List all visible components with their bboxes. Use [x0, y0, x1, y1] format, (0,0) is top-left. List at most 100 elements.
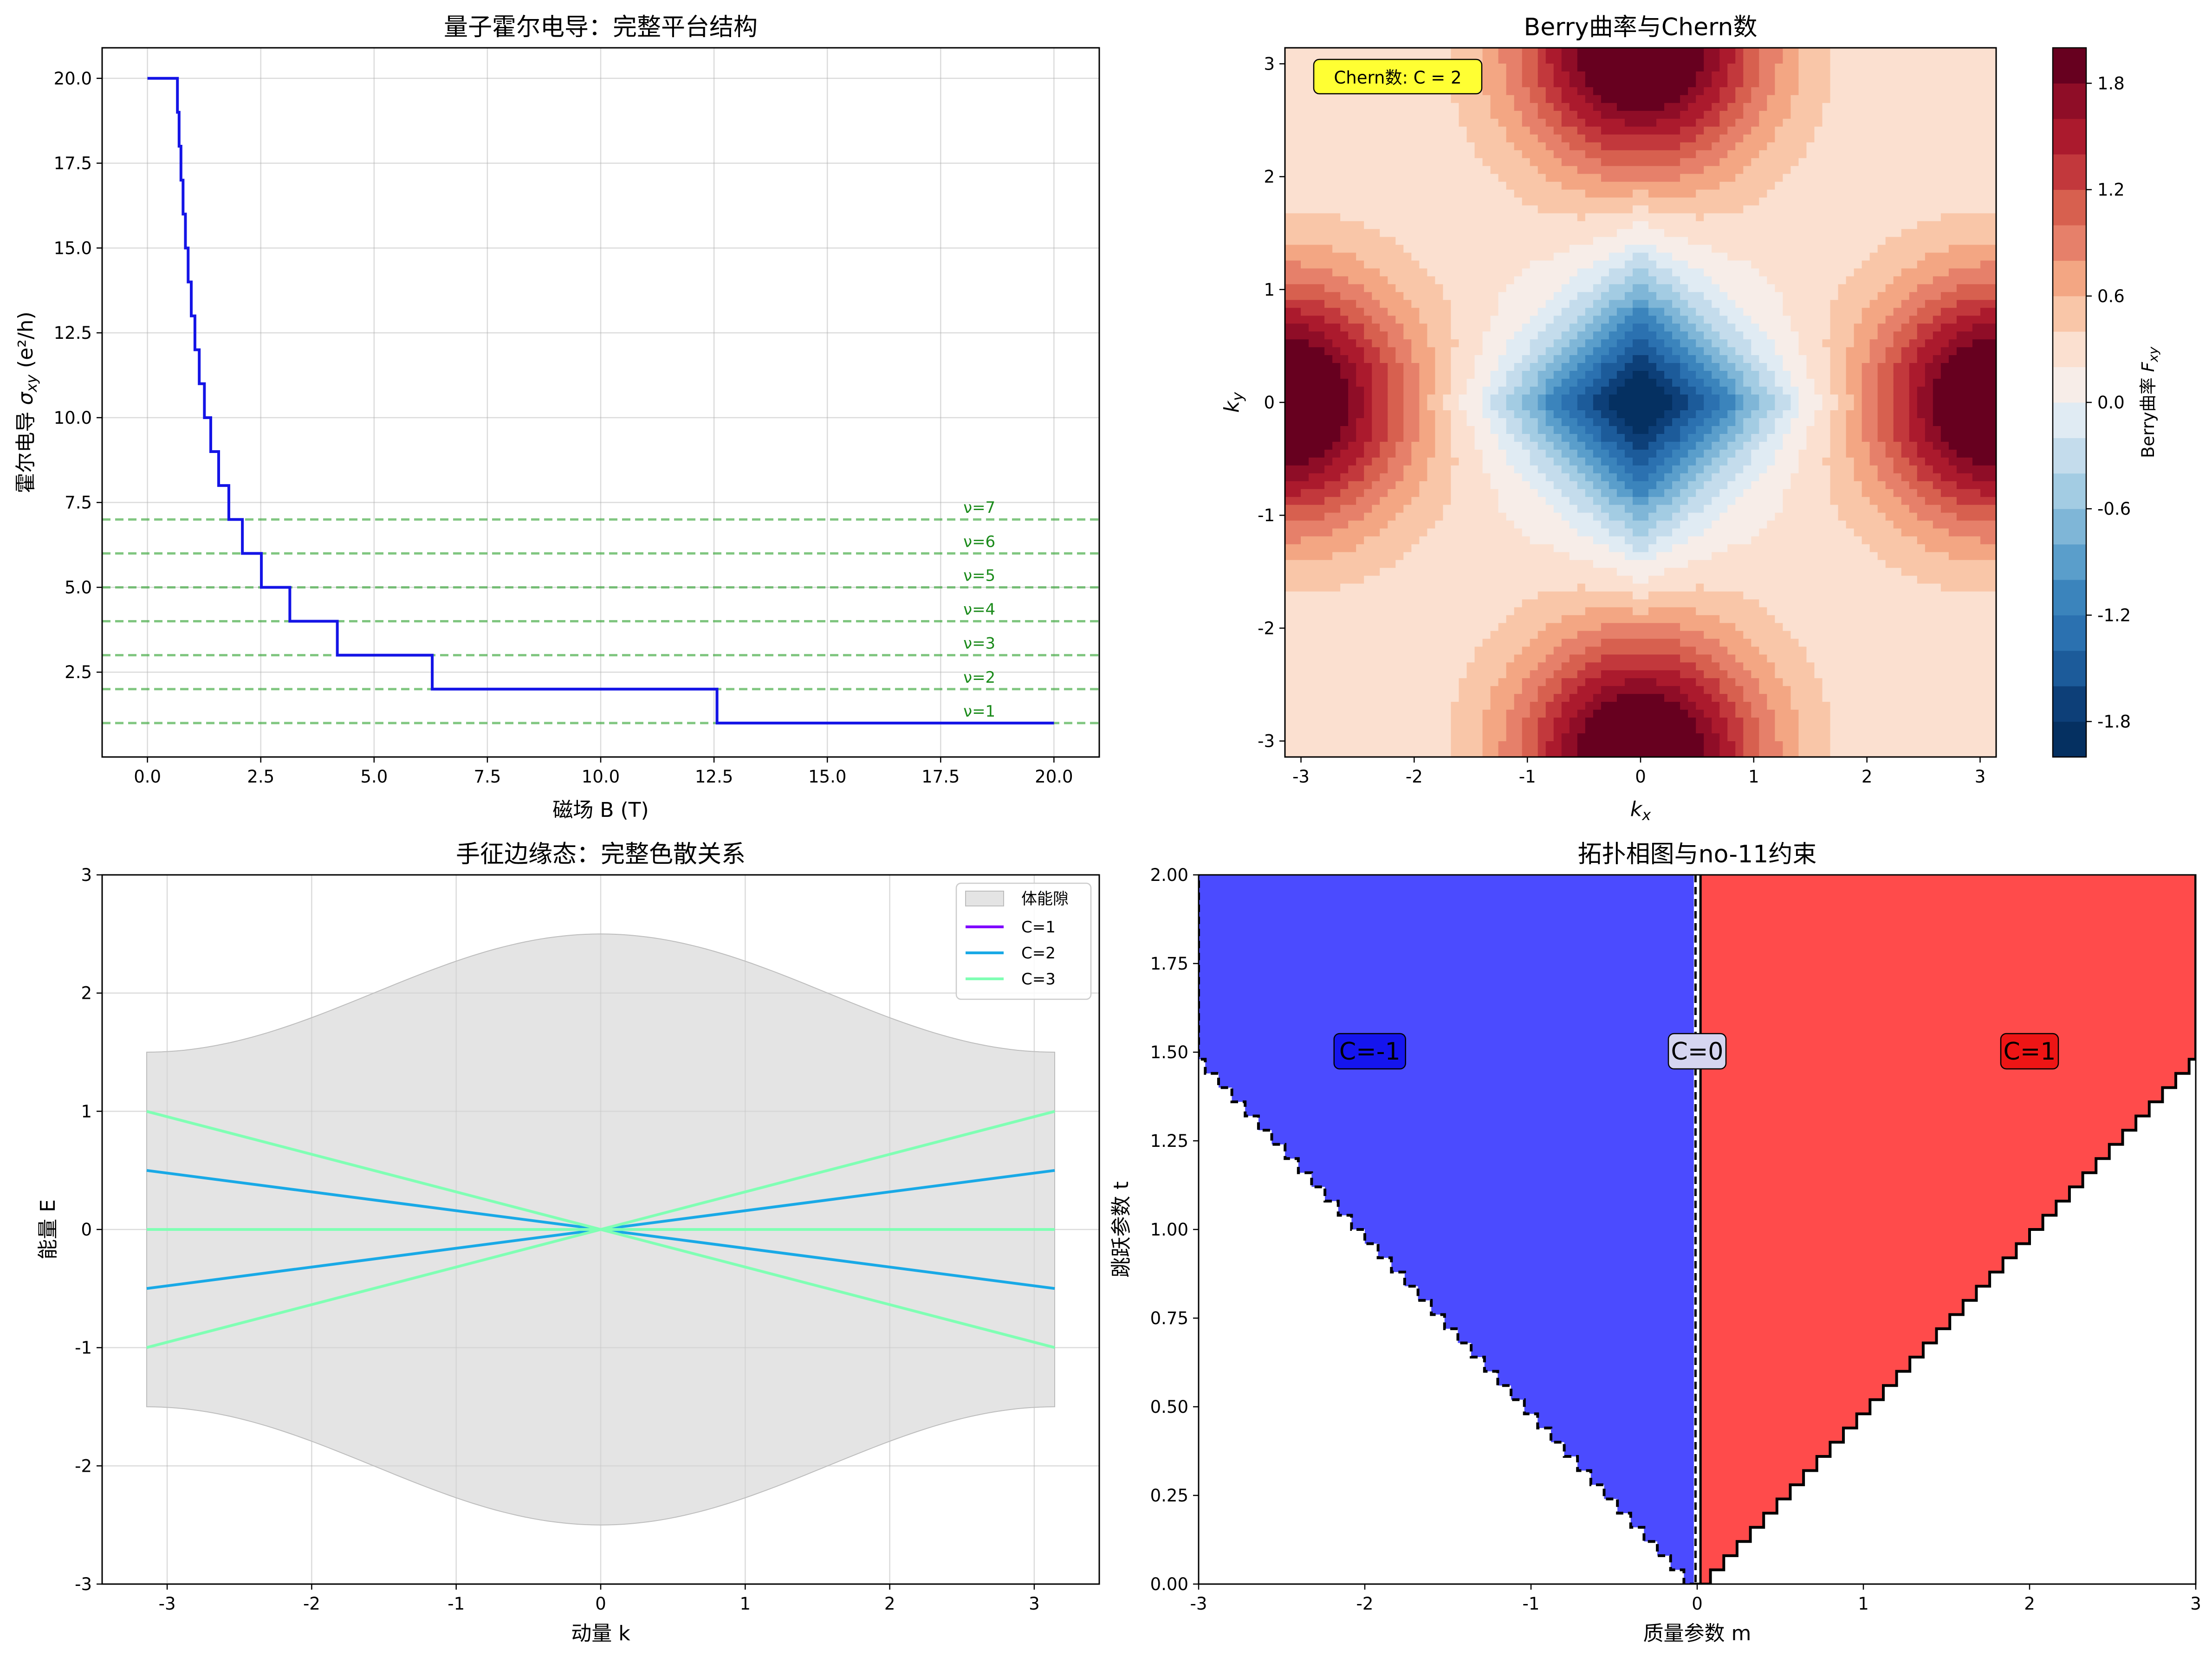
berry-cell — [1293, 591, 1301, 600]
berry-cell — [1553, 544, 1562, 553]
berry-cell — [1561, 63, 1570, 72]
berry-cell — [1324, 181, 1333, 190]
berry-cell — [1451, 150, 1460, 159]
berry-cell — [1648, 48, 1657, 56]
berry-cell — [1545, 221, 1554, 230]
berry-cell — [1324, 599, 1333, 608]
berry-cell — [1380, 433, 1388, 442]
berry-cell — [1285, 158, 1293, 167]
reference-label: ν=6 — [963, 532, 995, 551]
berry-cell — [1388, 607, 1396, 616]
berry-cell — [1459, 142, 1467, 151]
berry-cell — [1443, 583, 1452, 592]
berry-cell — [1474, 237, 1483, 246]
berry-cell — [1641, 670, 1649, 679]
berry-cell — [1411, 725, 1420, 734]
berry-cell — [1553, 213, 1562, 222]
berry-cell — [1348, 560, 1356, 569]
berry-cell — [1459, 379, 1467, 387]
berry-cell — [1419, 410, 1428, 419]
berry-cell — [1388, 639, 1396, 647]
berry-cell — [1664, 465, 1673, 474]
berry-cell — [1624, 347, 1633, 356]
berry-cell — [1340, 599, 1349, 608]
berry-cell — [1372, 465, 1381, 474]
berry-cell — [1656, 725, 1665, 734]
berry-cell — [1340, 489, 1349, 498]
berry-cell — [1696, 418, 1704, 427]
berry-cell — [1696, 103, 1704, 111]
berry-cell — [1309, 749, 1317, 757]
berry-cell — [1474, 670, 1483, 679]
berry-cell — [1609, 158, 1617, 167]
berry-cell — [1380, 110, 1388, 119]
berry-cell — [1616, 512, 1625, 521]
berry-cell — [1324, 213, 1333, 222]
berry-cell — [1388, 347, 1396, 356]
berry-cell — [1530, 260, 1538, 269]
berry-cell — [1490, 473, 1499, 482]
berry-cell — [1380, 308, 1388, 317]
berry-cell — [1585, 497, 1594, 505]
berry-cell — [1641, 229, 1649, 238]
berry-cell — [1688, 678, 1696, 686]
berry-cell — [1569, 552, 1578, 561]
berry-cell — [1348, 221, 1356, 230]
berry-cell — [1656, 229, 1665, 238]
berry-cell — [1340, 654, 1349, 663]
berry-cell — [1482, 110, 1491, 119]
berry-cell — [1616, 481, 1625, 490]
berry-cell — [1474, 347, 1483, 356]
berry-cell — [1609, 489, 1617, 498]
berry-cell — [1530, 197, 1538, 206]
berry-cell — [1435, 363, 1444, 371]
berry-cell — [1364, 631, 1373, 640]
berry-cell — [1545, 284, 1554, 293]
berry-cell — [1403, 465, 1412, 474]
berry-cell — [1530, 110, 1538, 119]
berry-cell — [1301, 300, 1309, 309]
berry-cell — [1356, 639, 1365, 647]
berry-cell — [1585, 308, 1594, 317]
berry-cell — [1482, 560, 1491, 569]
berry-cell — [1419, 631, 1428, 640]
berry-cell — [1561, 110, 1570, 119]
berry-cell — [1364, 560, 1373, 569]
berry-cell — [1569, 718, 1578, 726]
berry-cell — [1380, 465, 1388, 474]
berry-cell — [1309, 331, 1317, 340]
berry-cell — [1411, 252, 1420, 261]
berry-cell — [1514, 110, 1523, 119]
berry-cell — [1601, 71, 1609, 80]
berry-cell — [1388, 363, 1396, 371]
berry-cell — [1380, 662, 1388, 671]
berry-cell — [1569, 363, 1578, 371]
berry-cell — [1427, 512, 1436, 521]
berry-cell — [1537, 678, 1546, 686]
berry-cell — [1593, 678, 1602, 686]
berry-cell — [1490, 150, 1499, 159]
berry-cell — [1553, 670, 1562, 679]
berry-cell — [1537, 654, 1546, 663]
berry-cell — [1632, 276, 1641, 285]
berry-cell — [1435, 639, 1444, 647]
berry-cell — [1506, 221, 1515, 230]
berry-cell — [1672, 245, 1680, 253]
berry-cell — [1656, 647, 1665, 655]
berry-cell — [1411, 118, 1420, 127]
berry-cell — [1340, 528, 1349, 537]
berry-cell — [1609, 174, 1617, 182]
berry-cell — [1601, 426, 1609, 434]
berry-cell — [1712, 387, 1720, 395]
berry-cell — [1593, 229, 1602, 238]
berry-cell — [1624, 371, 1633, 379]
berry-cell — [1317, 110, 1325, 119]
berry-cell — [1324, 323, 1333, 332]
berry-cell — [1301, 260, 1309, 269]
berry-cell — [1656, 268, 1665, 277]
berry-cell — [1451, 654, 1460, 663]
berry-cell — [1506, 670, 1515, 679]
berry-cell — [1443, 229, 1452, 238]
berry-cell — [1609, 395, 1617, 403]
berry-cell — [1680, 568, 1688, 576]
